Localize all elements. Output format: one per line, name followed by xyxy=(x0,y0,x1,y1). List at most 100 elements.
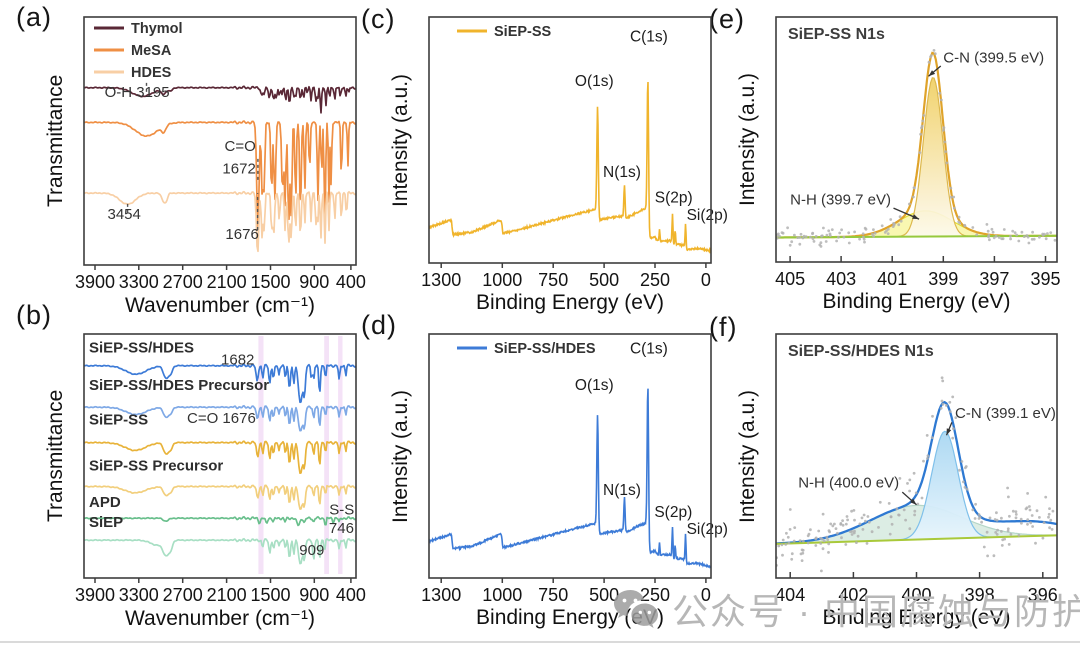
data-point xyxy=(938,91,942,95)
tick-label: 250 xyxy=(640,585,670,605)
data-point xyxy=(828,232,832,236)
data-point xyxy=(866,515,870,518)
data-point xyxy=(1006,486,1009,490)
legend-label: Thymol xyxy=(131,21,183,37)
x-axis-label: Binding Energy (eV) xyxy=(822,290,1011,313)
panel-b-ftir-coatings: SiEP-SS/HDES SiEP-SS/HDES Precursor SiEP-S… xyxy=(0,317,388,647)
data-point xyxy=(948,400,952,404)
data-point xyxy=(1019,517,1023,521)
data-point xyxy=(814,537,818,541)
data-point xyxy=(1028,508,1032,512)
annotation: S-S xyxy=(329,502,354,519)
data-point xyxy=(862,235,865,239)
data-point xyxy=(965,487,969,491)
data-point xyxy=(1011,509,1015,513)
watermark: 公众号 · 中国腐蚀与防护网 xyxy=(612,583,1080,635)
data-point xyxy=(1015,233,1019,237)
tick-label: 397 xyxy=(979,269,1009,289)
data-point xyxy=(889,218,893,221)
data-point xyxy=(841,523,845,527)
data-point xyxy=(871,232,874,236)
legend-label: SiEP-SS xyxy=(494,24,552,40)
data-point xyxy=(996,528,999,532)
data-point xyxy=(834,527,838,530)
panel-letter-a: (a) xyxy=(16,2,52,32)
data-point xyxy=(1002,228,1006,231)
tick-label: 403 xyxy=(826,269,856,289)
spectrum-SiEP-SS xyxy=(84,440,356,475)
data-point xyxy=(861,232,865,236)
data-point xyxy=(838,231,842,235)
data-point xyxy=(798,242,802,246)
data-point xyxy=(809,528,812,532)
data-point xyxy=(845,515,849,518)
arrowhead xyxy=(912,214,920,220)
tick-label: 500 xyxy=(589,270,619,290)
data-point xyxy=(798,539,802,542)
data-point xyxy=(926,457,929,460)
highlight-band xyxy=(324,336,329,574)
tick-label: 2700 xyxy=(163,272,203,292)
data-point xyxy=(819,542,823,545)
data-point xyxy=(856,534,860,538)
tick-label: 0 xyxy=(701,270,711,290)
peak-label: N(1s) xyxy=(603,482,641,499)
series-label: APD xyxy=(89,494,121,511)
highlight-band xyxy=(338,336,343,574)
data-point xyxy=(827,551,830,554)
data-point xyxy=(827,229,831,233)
data-point xyxy=(858,522,862,526)
data-point xyxy=(1046,232,1049,235)
fit-baseline xyxy=(776,234,1057,239)
data-point xyxy=(824,240,828,243)
data-point xyxy=(790,552,794,556)
data-point xyxy=(886,232,890,236)
data-point xyxy=(880,224,884,228)
data-point xyxy=(971,226,975,229)
data-point xyxy=(1017,239,1021,243)
panel-letter-b: (b) xyxy=(16,300,52,330)
panel-letter-d: (d) xyxy=(361,310,397,340)
data-point xyxy=(776,564,778,567)
panel-e-n1s-siep-ss: SiEP-SS N1s C-N (399.5 eV) N-H (399.7 eV) 4… xyxy=(692,0,1080,330)
panel-a-ftir-neat-components: O-H 3195 3454 C=O 1672 1676 Thymol MeSA HDES 390… xyxy=(0,0,388,330)
data-point xyxy=(964,465,968,468)
data-point xyxy=(954,416,958,419)
data-point xyxy=(776,556,778,560)
data-point xyxy=(1000,530,1003,533)
data-point xyxy=(781,538,785,542)
data-point xyxy=(847,231,851,235)
data-point xyxy=(787,541,791,545)
spectrum-SiEP xyxy=(84,537,356,565)
plot-frame xyxy=(83,333,357,579)
tick-label: 3300 xyxy=(119,585,159,605)
data-point xyxy=(825,535,829,539)
data-point xyxy=(995,518,999,522)
data-point xyxy=(1049,231,1053,235)
y-axis-label: Transmittance xyxy=(44,74,67,208)
data-point xyxy=(835,239,838,243)
data-point xyxy=(777,544,781,548)
data-point xyxy=(825,233,829,237)
data-point xyxy=(796,236,800,240)
data-point xyxy=(819,241,823,245)
data-point xyxy=(800,559,804,562)
data-point xyxy=(913,509,917,513)
data-point xyxy=(940,399,944,403)
data-point xyxy=(887,502,891,505)
tick-label: 1300 xyxy=(421,270,461,290)
data-point xyxy=(858,237,861,241)
data-point xyxy=(799,552,803,556)
x-axis-label: Binding Energy (eV) xyxy=(822,606,1011,629)
data-point xyxy=(873,231,877,235)
data-point xyxy=(962,480,965,484)
data-point xyxy=(839,522,843,525)
data-point xyxy=(1049,518,1053,522)
panel-title: SiEP-SS N1s xyxy=(788,26,885,43)
data-point xyxy=(831,524,835,528)
data-point xyxy=(945,161,949,165)
data-point xyxy=(963,224,967,228)
data-point xyxy=(1050,528,1054,531)
data-point xyxy=(792,539,796,543)
